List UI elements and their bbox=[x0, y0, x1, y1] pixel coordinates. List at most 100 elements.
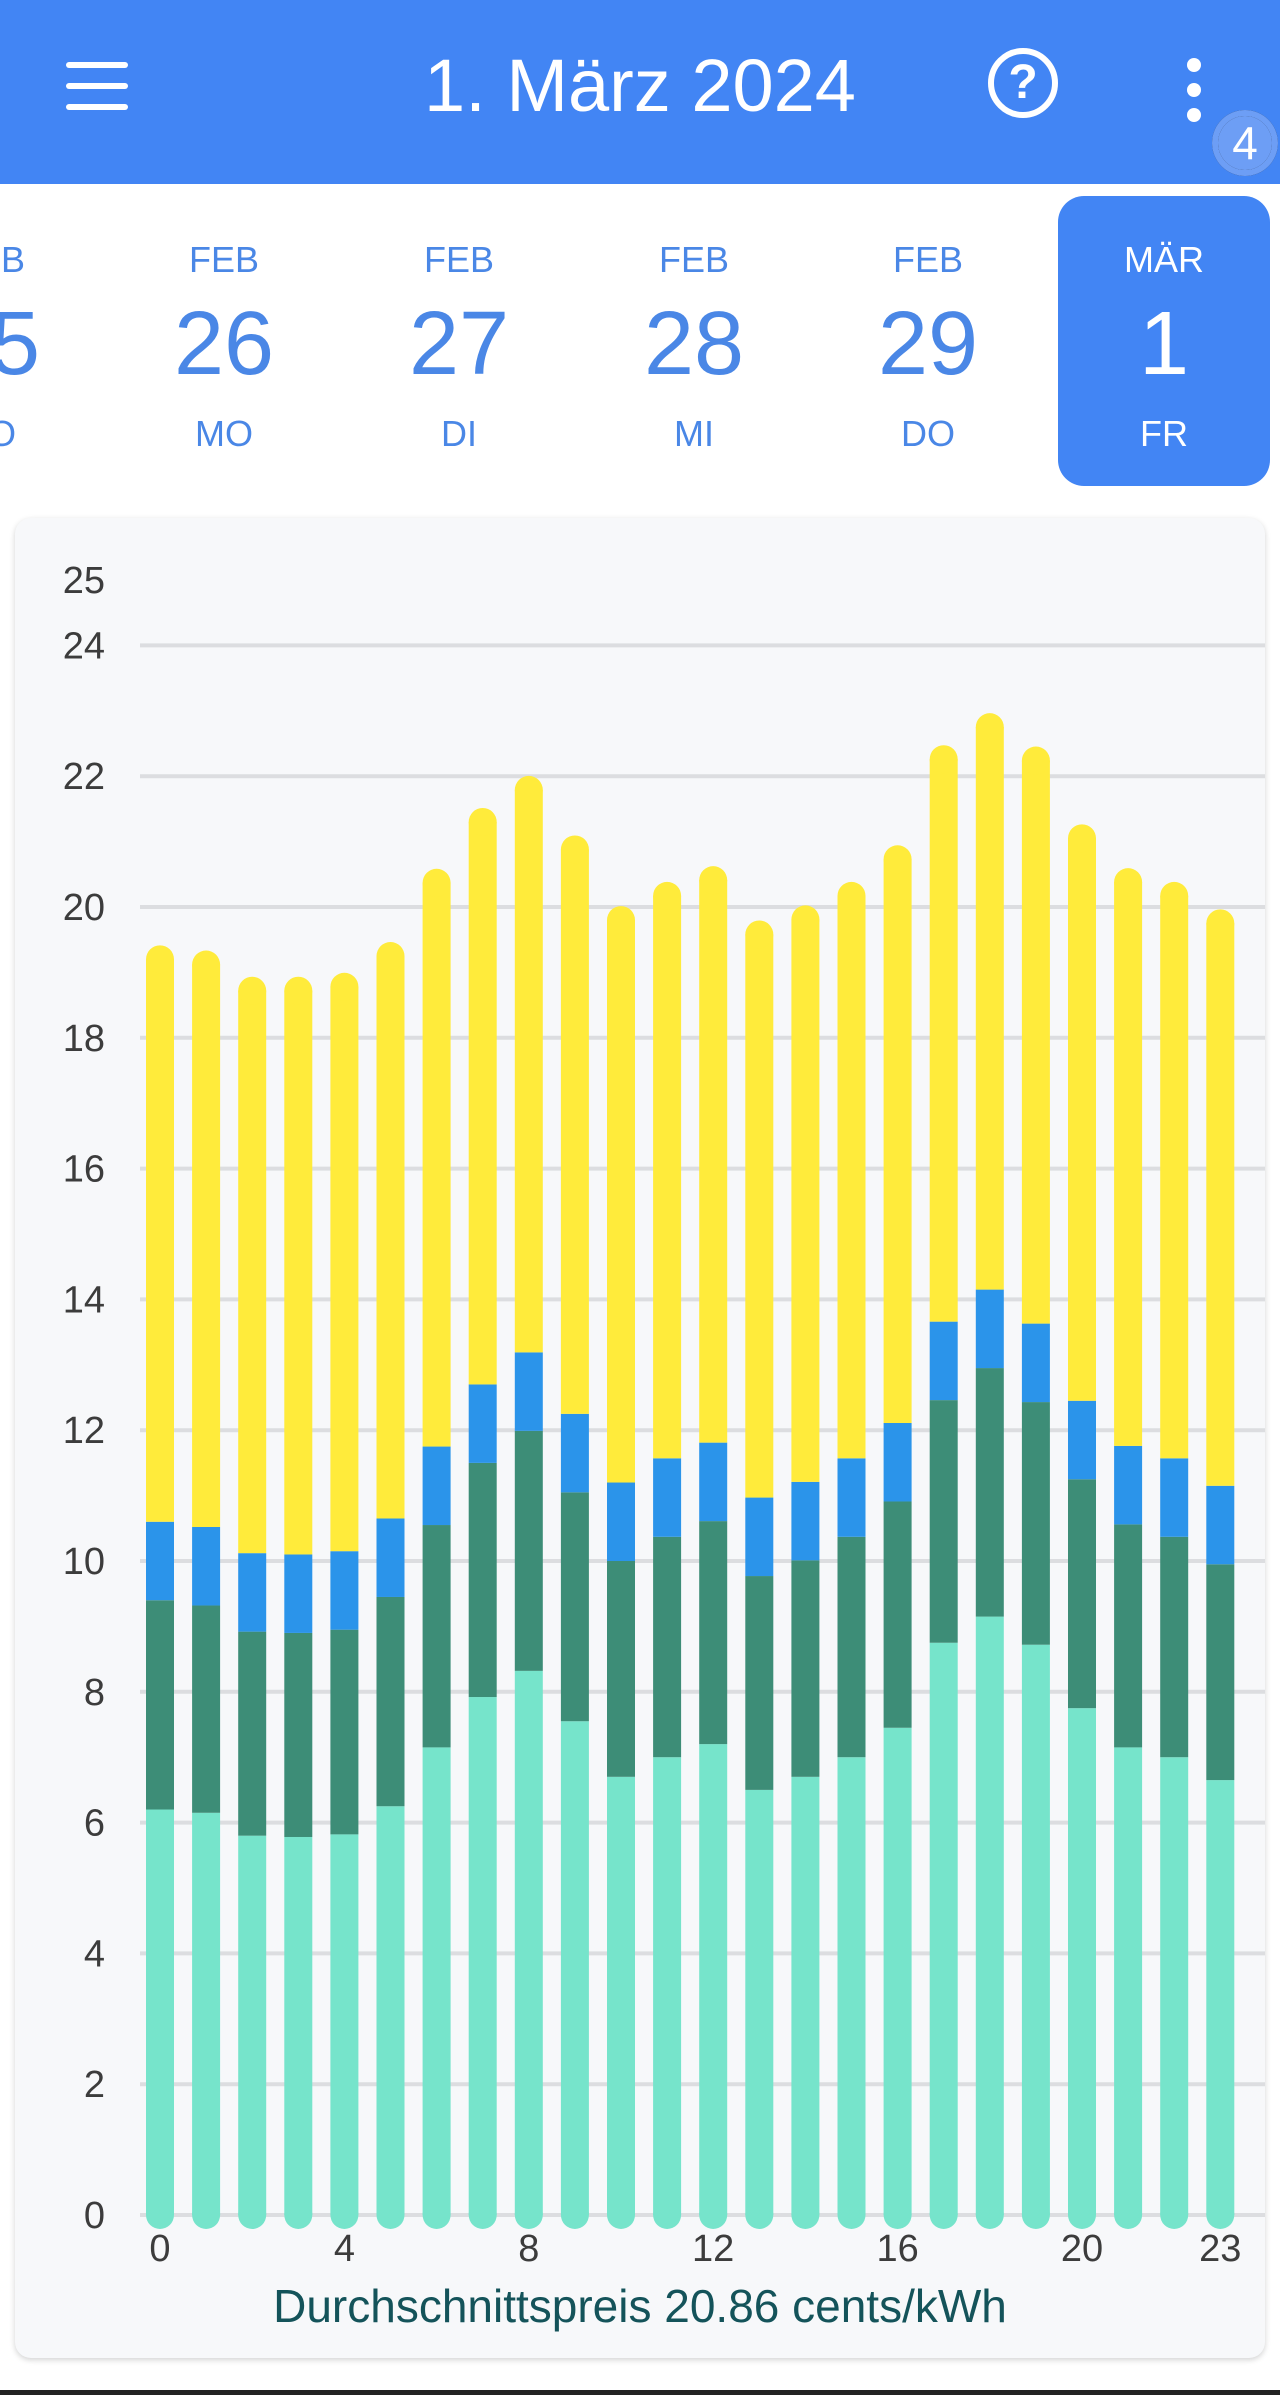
date-item-feb-25[interactable]: FEB 25 SO bbox=[0, 196, 96, 486]
bar-cap bbox=[929, 745, 958, 774]
bar-hour-17 bbox=[929, 745, 958, 2229]
date-weekday: FR bbox=[1140, 413, 1188, 454]
bar-segment-1 bbox=[376, 1806, 405, 2215]
bar-cap bbox=[560, 835, 589, 864]
date-item-mär-1[interactable]: MÄR 1 FR bbox=[1058, 196, 1270, 486]
bar-segment-4 bbox=[745, 934, 774, 1498]
bar-cap bbox=[192, 2201, 221, 2229]
y-tick-label: 14 bbox=[63, 1279, 105, 1321]
help-icon[interactable]: ? bbox=[988, 48, 1058, 118]
bar-hour-16 bbox=[883, 845, 912, 2229]
bar-cap bbox=[883, 2201, 912, 2229]
bar-segment-1 bbox=[330, 1834, 359, 2215]
bar-hour-12 bbox=[699, 866, 728, 2229]
bar-cap bbox=[1021, 2201, 1050, 2229]
date-item-feb-26[interactable]: FEB 26 MO bbox=[118, 196, 330, 486]
bar-hour-0 bbox=[146, 945, 174, 2229]
y-tick-label: 18 bbox=[63, 1018, 105, 1060]
date-weekday: DO bbox=[901, 413, 955, 454]
bar-cap bbox=[192, 950, 221, 979]
bar-cap bbox=[284, 976, 313, 1005]
bar-segment-1 bbox=[745, 1789, 774, 2215]
bar-segment-2 bbox=[699, 1521, 728, 1745]
bar-cap bbox=[422, 868, 451, 897]
notification-badge[interactable]: 4 bbox=[1212, 110, 1278, 176]
bar-hour-22 bbox=[1160, 881, 1189, 2229]
bar-cap bbox=[238, 2201, 267, 2229]
x-tick-label: 4 bbox=[334, 2228, 355, 2268]
bar-hour-11 bbox=[653, 881, 682, 2229]
bar-segment-1 bbox=[514, 1670, 543, 2215]
bar-cap bbox=[1114, 2201, 1143, 2229]
bar-hour-19 bbox=[1021, 746, 1050, 2229]
bar-segment-4 bbox=[607, 920, 635, 1483]
bar-cap bbox=[791, 905, 820, 934]
date-month: FEB bbox=[423, 239, 494, 280]
bar-segment-3 bbox=[192, 1526, 221, 1606]
date-item-feb-29[interactable]: FEB 29 DO bbox=[822, 196, 1034, 486]
bar-cap bbox=[1068, 824, 1096, 853]
bar-segment-4 bbox=[284, 990, 313, 1555]
bar-segment-1 bbox=[1160, 1757, 1189, 2215]
bar-segment-4 bbox=[975, 727, 1004, 1290]
date-strip[interactable]: FEB 25 SO FEB 26 MO FEB 27 DI FEB 28 MI FEB 29 DO MÄR 1 F… bbox=[0, 184, 1280, 514]
bar-cap bbox=[699, 2201, 728, 2229]
date-item-feb-27[interactable]: FEB 27 DI bbox=[353, 196, 565, 486]
bar-cap bbox=[514, 2201, 543, 2229]
date-month: FEB bbox=[0, 239, 25, 280]
bar-segment-2 bbox=[653, 1536, 682, 1758]
bar-segment-1 bbox=[929, 1642, 958, 2215]
x-tick-label: 20 bbox=[1061, 2228, 1103, 2268]
bar-segment-4 bbox=[1068, 838, 1096, 1401]
bar-hour-3 bbox=[284, 976, 313, 2229]
bar-segment-4 bbox=[1160, 895, 1189, 1459]
date-item-feb-28[interactable]: FEB 28 MI bbox=[588, 196, 800, 486]
bar-cap bbox=[1160, 881, 1189, 910]
bar-cap bbox=[837, 881, 866, 910]
bar-segment-2 bbox=[929, 1400, 958, 1643]
bar-segment-2 bbox=[1160, 1536, 1189, 1758]
price-chart-card: 0 2 4 6 8 10 12 14 16 18 20 22 24 25 0 4 8 12 16 20 23 Durch… bbox=[15, 518, 1265, 2358]
bar-cap bbox=[975, 2201, 1004, 2229]
bar-hour-14 bbox=[791, 905, 820, 2229]
date-day: 27 bbox=[408, 294, 510, 394]
bar-cap bbox=[514, 775, 543, 804]
y-tick-label: 6 bbox=[84, 1803, 105, 1845]
bar-segment-2 bbox=[514, 1430, 543, 1671]
date-month: FEB bbox=[658, 239, 729, 280]
y-tick-label: 25 bbox=[63, 560, 105, 602]
y-tick-label: 0 bbox=[84, 2195, 105, 2237]
bar-cap bbox=[929, 2201, 958, 2229]
bar-segment-2 bbox=[1206, 1564, 1235, 1781]
date-weekday: MO bbox=[195, 413, 253, 454]
bar-segment-1 bbox=[468, 1697, 497, 2215]
bar-cap bbox=[1160, 2201, 1189, 2229]
bar-cap bbox=[653, 2201, 682, 2229]
x-tick-label: 16 bbox=[876, 2228, 918, 2268]
y-tick-label: 20 bbox=[63, 887, 105, 929]
bar-segment-1 bbox=[607, 1776, 635, 2215]
bar-segment-3 bbox=[1068, 1400, 1096, 1480]
bar-segment-1 bbox=[653, 1757, 682, 2215]
bar-segment-4 bbox=[699, 880, 728, 1443]
bar-segment-3 bbox=[929, 1321, 958, 1401]
bar-cap bbox=[1206, 2201, 1235, 2229]
date-weekday: MI bbox=[674, 413, 714, 454]
bar-segment-2 bbox=[192, 1605, 221, 1813]
bar-segment-4 bbox=[514, 789, 543, 1353]
more-vert-icon[interactable] bbox=[1175, 50, 1215, 130]
bar-segment-1 bbox=[422, 1747, 451, 2215]
bar-segment-3 bbox=[1160, 1458, 1189, 1537]
page-title: 1. März 2024 bbox=[424, 44, 856, 127]
bar-cap bbox=[791, 2201, 820, 2229]
bar-segment-3 bbox=[146, 1521, 174, 1601]
date-day: 28 bbox=[643, 294, 745, 394]
date-day: 25 bbox=[0, 294, 41, 394]
y-tick-label: 12 bbox=[63, 1410, 105, 1452]
menu-icon[interactable] bbox=[62, 58, 132, 114]
bar-segment-1 bbox=[837, 1757, 866, 2215]
bar-segment-4 bbox=[791, 919, 820, 1482]
x-tick-label: 23 bbox=[1199, 2228, 1241, 2268]
bar-segment-2 bbox=[422, 1525, 451, 1748]
